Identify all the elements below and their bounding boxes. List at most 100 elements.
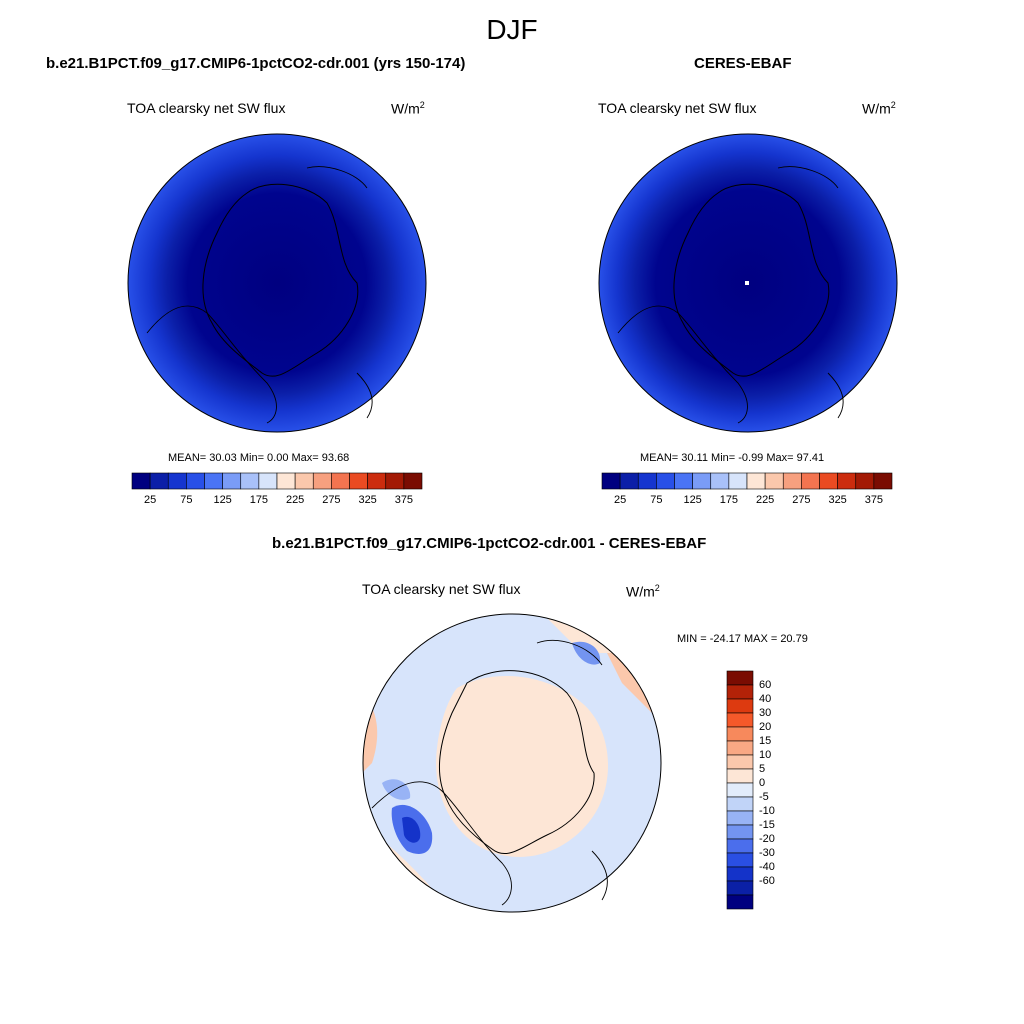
colorbar-tick-label: 40 bbox=[759, 693, 772, 705]
colorbar-swatch bbox=[258, 472, 278, 490]
colorbar-tick-label: 20 bbox=[759, 721, 772, 733]
colorbar-swatch bbox=[819, 472, 838, 490]
colorbar-tick-label: 325 bbox=[358, 494, 377, 506]
colorbar-swatch bbox=[186, 472, 205, 490]
colorbar-tick-label: 375 bbox=[864, 494, 884, 506]
colorbar-tick-label: -20 bbox=[759, 833, 775, 845]
colorbar-swatch bbox=[837, 472, 857, 490]
colorbar-swatch bbox=[726, 824, 754, 840]
colorbar-swatch bbox=[149, 472, 169, 490]
colorbar-tick-label: 375 bbox=[394, 494, 414, 506]
colorbar-swatch bbox=[726, 684, 754, 700]
diff-polar-map bbox=[362, 613, 662, 913]
colorbar-swatch bbox=[855, 472, 875, 490]
colorbar-swatch bbox=[726, 852, 754, 868]
colorbar-swatch bbox=[692, 472, 712, 490]
colorbar-swatch bbox=[294, 472, 314, 490]
colorbar-swatch bbox=[726, 712, 754, 728]
colorbar-swatch bbox=[656, 472, 675, 490]
colorbar-swatch bbox=[403, 472, 423, 490]
colorbar-swatch bbox=[312, 472, 332, 490]
diff-colorbar-labels: 60 40 30 20 15 10 5 0 -5 -10 -15 -20 -30 -40 -60 bbox=[759, 671, 799, 909]
obs-variable-label: TOA clearsky net SW flux bbox=[598, 100, 757, 116]
colorbar-tick-label: 75 bbox=[650, 494, 663, 506]
diff-units-label: W/m2 bbox=[626, 583, 660, 600]
diff-colorbar bbox=[726, 670, 754, 910]
colorbar-swatch bbox=[619, 472, 639, 490]
model-polar-map bbox=[127, 133, 427, 433]
colorbar-swatch bbox=[710, 472, 730, 490]
colorbar-tick-label: 0 bbox=[759, 777, 766, 789]
colorbar-tick-label: -10 bbox=[759, 805, 775, 817]
colorbar-tick-label: 75 bbox=[180, 494, 193, 506]
colorbar-swatch bbox=[240, 472, 260, 490]
colorbar-tick-label: 225 bbox=[285, 494, 305, 506]
model-units-label: W/m2 bbox=[391, 100, 425, 117]
colorbar-swatch bbox=[873, 472, 893, 490]
colorbar-swatch bbox=[801, 472, 820, 490]
colorbar-tick-label: 125 bbox=[683, 494, 702, 506]
season-title: DJF bbox=[486, 14, 538, 45]
colorbar-swatch bbox=[726, 796, 754, 812]
colorbar-tick-label: -60 bbox=[759, 875, 775, 887]
colorbar-swatch bbox=[726, 810, 754, 826]
obs-polar-map bbox=[598, 133, 898, 433]
colorbar-swatch bbox=[726, 726, 754, 742]
colorbar-swatch bbox=[726, 768, 754, 784]
colorbar-swatch bbox=[726, 670, 754, 686]
colorbar-tick-label: 325 bbox=[828, 494, 847, 506]
colorbar-tick-label: 175 bbox=[249, 494, 269, 506]
colorbar-tick-label: -40 bbox=[759, 861, 775, 873]
colorbar-tick-label: 25 bbox=[614, 494, 627, 506]
colorbar-swatch bbox=[204, 472, 223, 490]
colorbar-swatch bbox=[167, 472, 187, 490]
colorbar-swatch bbox=[674, 472, 693, 490]
colorbar-swatch bbox=[726, 838, 754, 854]
model-case-title: b.e21.B1PCT.f09_g17.CMIP6-1pctCO2-cdr.00… bbox=[46, 55, 466, 72]
colorbar-swatch bbox=[726, 880, 754, 896]
colorbar-swatch bbox=[782, 472, 802, 490]
colorbar-swatch bbox=[331, 472, 350, 490]
colorbar-tick-label: 25 bbox=[144, 494, 157, 506]
obs-colorbar bbox=[601, 472, 893, 490]
colorbar-swatch bbox=[764, 472, 784, 490]
colorbar-tick-label: 10 bbox=[759, 749, 772, 761]
obs-case-title: CERES-EBAF bbox=[694, 55, 792, 72]
colorbar-swatch bbox=[726, 698, 754, 714]
colorbar-swatch bbox=[728, 472, 748, 490]
colorbar-tick-label: 175 bbox=[719, 494, 739, 506]
colorbar-swatch bbox=[726, 782, 754, 798]
colorbar-swatch bbox=[131, 472, 151, 490]
colorbar-tick-label: 275 bbox=[792, 494, 811, 506]
colorbar-tick-label: 60 bbox=[759, 679, 772, 691]
colorbar-swatch bbox=[637, 472, 657, 490]
colorbar-swatch bbox=[601, 472, 621, 490]
diff-variable-label: TOA clearsky net SW flux bbox=[362, 581, 521, 597]
model-variable-label: TOA clearsky net SW flux bbox=[127, 100, 286, 116]
colorbar-tick-label: -5 bbox=[759, 791, 769, 803]
colorbar-swatch bbox=[349, 472, 368, 490]
diff-stats: MIN = -24.17 MAX = 20.79 bbox=[677, 633, 808, 645]
model-stats: MEAN= 30.03 Min= 0.00 Max= 93.68 bbox=[168, 452, 350, 464]
colorbar-tick-label: 15 bbox=[759, 735, 772, 747]
colorbar-swatch bbox=[367, 472, 387, 490]
colorbar-tick-label: 225 bbox=[755, 494, 775, 506]
obs-colorbar-labels: 25 75 125 175 225 275 325 375 bbox=[602, 494, 892, 508]
colorbar-swatch bbox=[746, 472, 766, 490]
colorbar-tick-label: -30 bbox=[759, 847, 775, 859]
colorbar-swatch bbox=[385, 472, 405, 490]
colorbar-tick-label: -15 bbox=[759, 819, 775, 831]
obs-units-label: W/m2 bbox=[862, 100, 896, 117]
colorbar-tick-label: 30 bbox=[759, 707, 772, 719]
colorbar-tick-label: 125 bbox=[213, 494, 232, 506]
colorbar-tick-label: 275 bbox=[322, 494, 341, 506]
colorbar-swatch bbox=[222, 472, 242, 490]
obs-stats: MEAN= 30.11 Min= -0.99 Max= 97.41 bbox=[640, 452, 825, 464]
colorbar-swatch bbox=[726, 740, 754, 756]
colorbar-swatch bbox=[276, 472, 296, 490]
model-colorbar bbox=[131, 472, 423, 490]
colorbar-swatch bbox=[726, 866, 754, 882]
colorbar-tick-label: 5 bbox=[759, 763, 766, 775]
diff-case-title: b.e21.B1PCT.f09_g17.CMIP6-1pctCO2-cdr.00… bbox=[272, 535, 707, 552]
model-colorbar-labels: 25 75 125 175 225 275 325 375 bbox=[132, 494, 422, 508]
